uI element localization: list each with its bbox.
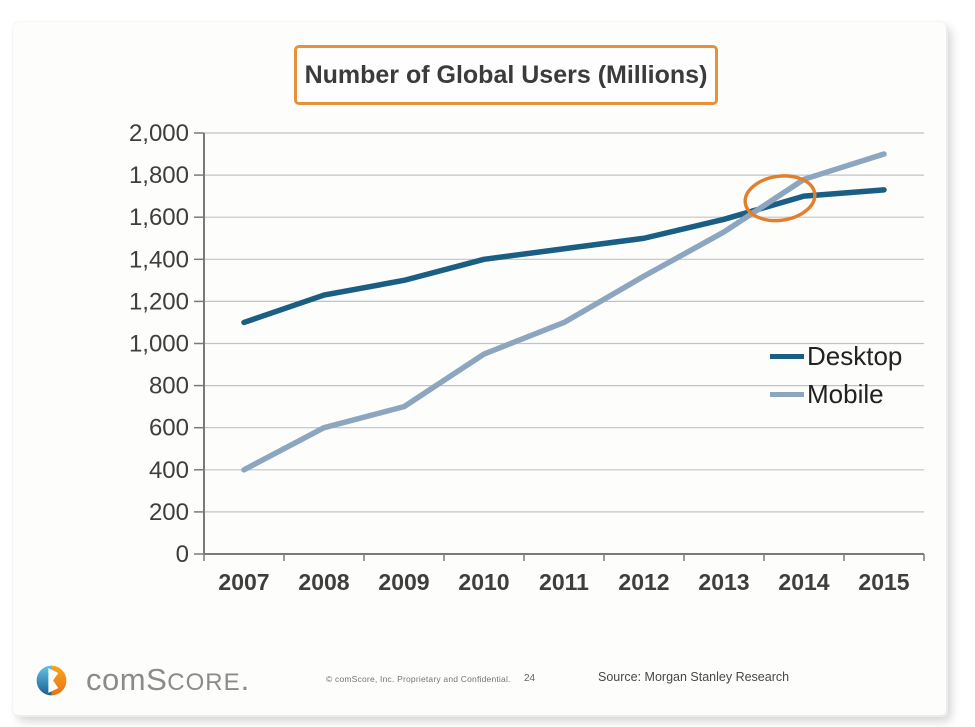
source-text: Source: Morgan Stanley Research [598, 670, 790, 684]
x-tick-label: 2009 [378, 569, 429, 595]
y-tick-label: 2,000 [129, 120, 189, 147]
comscore-logo-icon [36, 665, 67, 695]
legend-swatch-mobile [770, 391, 804, 397]
x-tick-label: 2015 [858, 569, 909, 595]
wordmark-core: CORE [167, 669, 241, 696]
y-tick-label: 1,200 [129, 288, 189, 315]
x-tick-label: 2013 [698, 569, 749, 595]
legend-swatch-desktop [770, 353, 804, 359]
wordmark-period: . [240, 662, 250, 697]
legend-label-desktop: Desktop [807, 341, 903, 371]
legend-item-mobile: Mobile [770, 375, 902, 413]
y-tick-label: 400 [149, 457, 189, 484]
x-tick-label: 2010 [458, 569, 509, 595]
y-tick-label: 0 [176, 541, 189, 568]
comscore-wordmark: comSCORE. [86, 662, 249, 698]
y-tick-label: 1,800 [129, 162, 189, 189]
chart-legend: Desktop Mobile [770, 337, 902, 413]
crossover-ellipse [743, 174, 817, 223]
chart-title-box: Number of Global Users (Millions) [294, 45, 718, 105]
y-tick-label: 600 [149, 415, 189, 442]
y-tick-label: 1,400 [129, 246, 189, 273]
copyright-text: © comScore, Inc. Proprietary and Confide… [326, 674, 511, 684]
y-tick-label: 1,600 [129, 204, 189, 231]
y-tick-label: 800 [149, 373, 189, 400]
wordmark-s: S [146, 662, 168, 697]
wordmark-com: com [86, 662, 147, 697]
comscore-logo: comSCORE. [36, 662, 249, 698]
desktop-series-line [241, 187, 887, 326]
chart-title: Number of Global Users (Millions) [304, 60, 708, 89]
x-tick-label: 2011 [539, 569, 589, 595]
slide-card [13, 22, 946, 715]
x-tick-label: 2008 [298, 569, 349, 595]
page-number: 24 [524, 673, 536, 684]
legend-label-mobile: Mobile [807, 379, 884, 409]
legend-item-desktop: Desktop [770, 337, 902, 375]
y-tick-label: 1,000 [129, 331, 189, 358]
y-tick-label: 200 [149, 499, 189, 526]
mobile-series-line [241, 151, 887, 473]
x-tick-label: 2007 [218, 569, 269, 595]
x-tick-label: 2014 [778, 569, 829, 595]
x-tick-label: 2012 [618, 569, 669, 595]
